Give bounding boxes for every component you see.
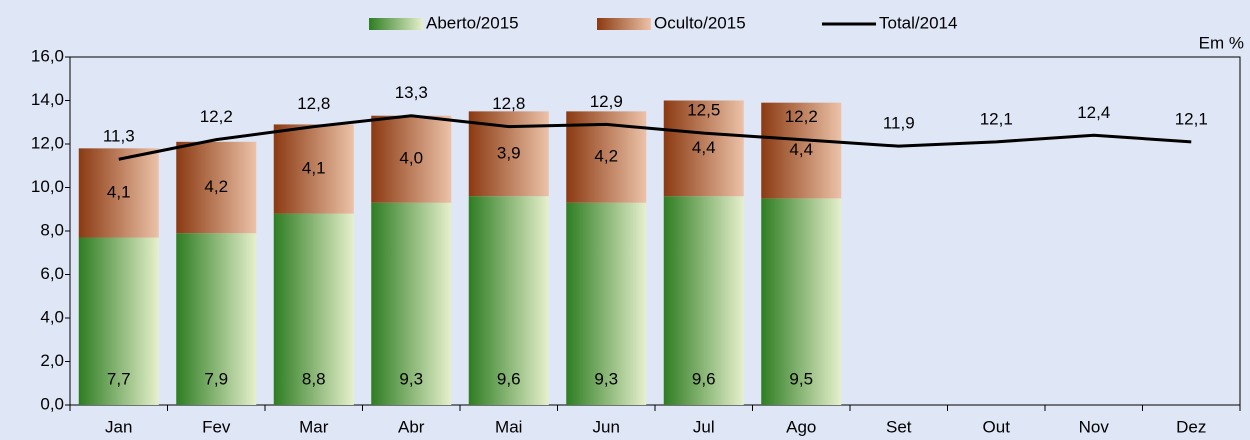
y-tick-label: 10,0 (31, 177, 64, 196)
data-label: 7,9 (204, 369, 228, 388)
bar-segment (176, 141, 257, 234)
y-tick-label: 4,0 (40, 307, 64, 326)
x-tick-label: Jun (593, 417, 620, 436)
data-label: 4,1 (107, 182, 131, 201)
y-tick-label: 8,0 (40, 220, 64, 239)
legend-label: Total/2014 (879, 13, 957, 32)
y-tick-label: 6,0 (40, 264, 64, 283)
y-tick-label: 2,0 (40, 351, 64, 370)
data-label: 9,5 (789, 369, 813, 388)
data-label: 8,8 (302, 369, 326, 388)
data-label: 12,5 (687, 101, 720, 120)
data-label: 9,6 (497, 369, 521, 388)
data-label: 4,4 (789, 140, 813, 159)
legend-label: Oculto/2015 (654, 13, 746, 32)
x-tick-label: Set (886, 417, 912, 436)
legend-swatch (597, 18, 651, 30)
bar-segment (371, 202, 452, 405)
data-label: 12,4 (1077, 103, 1110, 122)
data-label: 4,2 (594, 147, 618, 166)
y-tick-label: 16,0 (31, 46, 64, 65)
data-label: 9,6 (692, 369, 716, 388)
y-tick-label: 12,0 (31, 133, 64, 152)
data-label: 3,9 (497, 143, 521, 162)
legend-label: Aberto/2015 (426, 13, 519, 32)
data-label: 12,1 (1175, 109, 1208, 128)
data-label: 12,8 (492, 94, 525, 113)
legend-swatch (369, 18, 423, 30)
bar-segment (761, 198, 842, 405)
data-label: 4,2 (204, 177, 228, 196)
x-tick-label: Nov (1079, 417, 1110, 436)
bar-segment (273, 213, 354, 405)
x-tick-label: Mai (495, 417, 522, 436)
bar-segment (78, 148, 159, 238)
data-label: 12,1 (980, 109, 1013, 128)
data-label: 9,3 (399, 369, 423, 388)
data-label: 12,2 (785, 107, 818, 126)
x-tick-label: Out (983, 417, 1011, 436)
x-tick-label: Jan (105, 417, 132, 436)
bar-segment (663, 100, 744, 197)
bar-segment (176, 233, 257, 405)
data-label: 12,8 (297, 94, 330, 113)
data-label: 7,7 (107, 369, 131, 388)
bar-segment (761, 102, 842, 199)
bar-segment (273, 124, 354, 214)
x-tick-label: Jul (693, 417, 715, 436)
annotation: Em % (1199, 33, 1244, 52)
data-label: 4,0 (399, 149, 423, 168)
plot-area (69, 56, 1241, 406)
x-tick-label: Dez (1176, 417, 1206, 436)
data-label: 9,3 (594, 369, 618, 388)
data-label: 4,4 (692, 138, 716, 157)
y-tick-label: 0,0 (40, 394, 64, 413)
line (118, 114, 1192, 161)
data-label: 12,9 (590, 92, 623, 111)
bar-segment (663, 196, 744, 405)
data-label: 11,3 (103, 127, 135, 146)
bar-segment (371, 115, 452, 203)
x-tick-label: Abr (398, 417, 425, 436)
bar-segment (78, 237, 159, 405)
bar-segment (566, 202, 647, 405)
bar-segment (468, 196, 549, 405)
x-tick-label: Fev (202, 417, 231, 436)
data-label: 11,9 (883, 114, 915, 133)
x-tick-label: Ago (786, 417, 816, 436)
data-label: 13,3 (395, 83, 428, 102)
data-label: 4,1 (302, 158, 326, 177)
data-label: 12,2 (200, 107, 233, 126)
y-tick-label: 14,0 (31, 90, 64, 109)
x-tick-label: Mar (299, 417, 329, 436)
